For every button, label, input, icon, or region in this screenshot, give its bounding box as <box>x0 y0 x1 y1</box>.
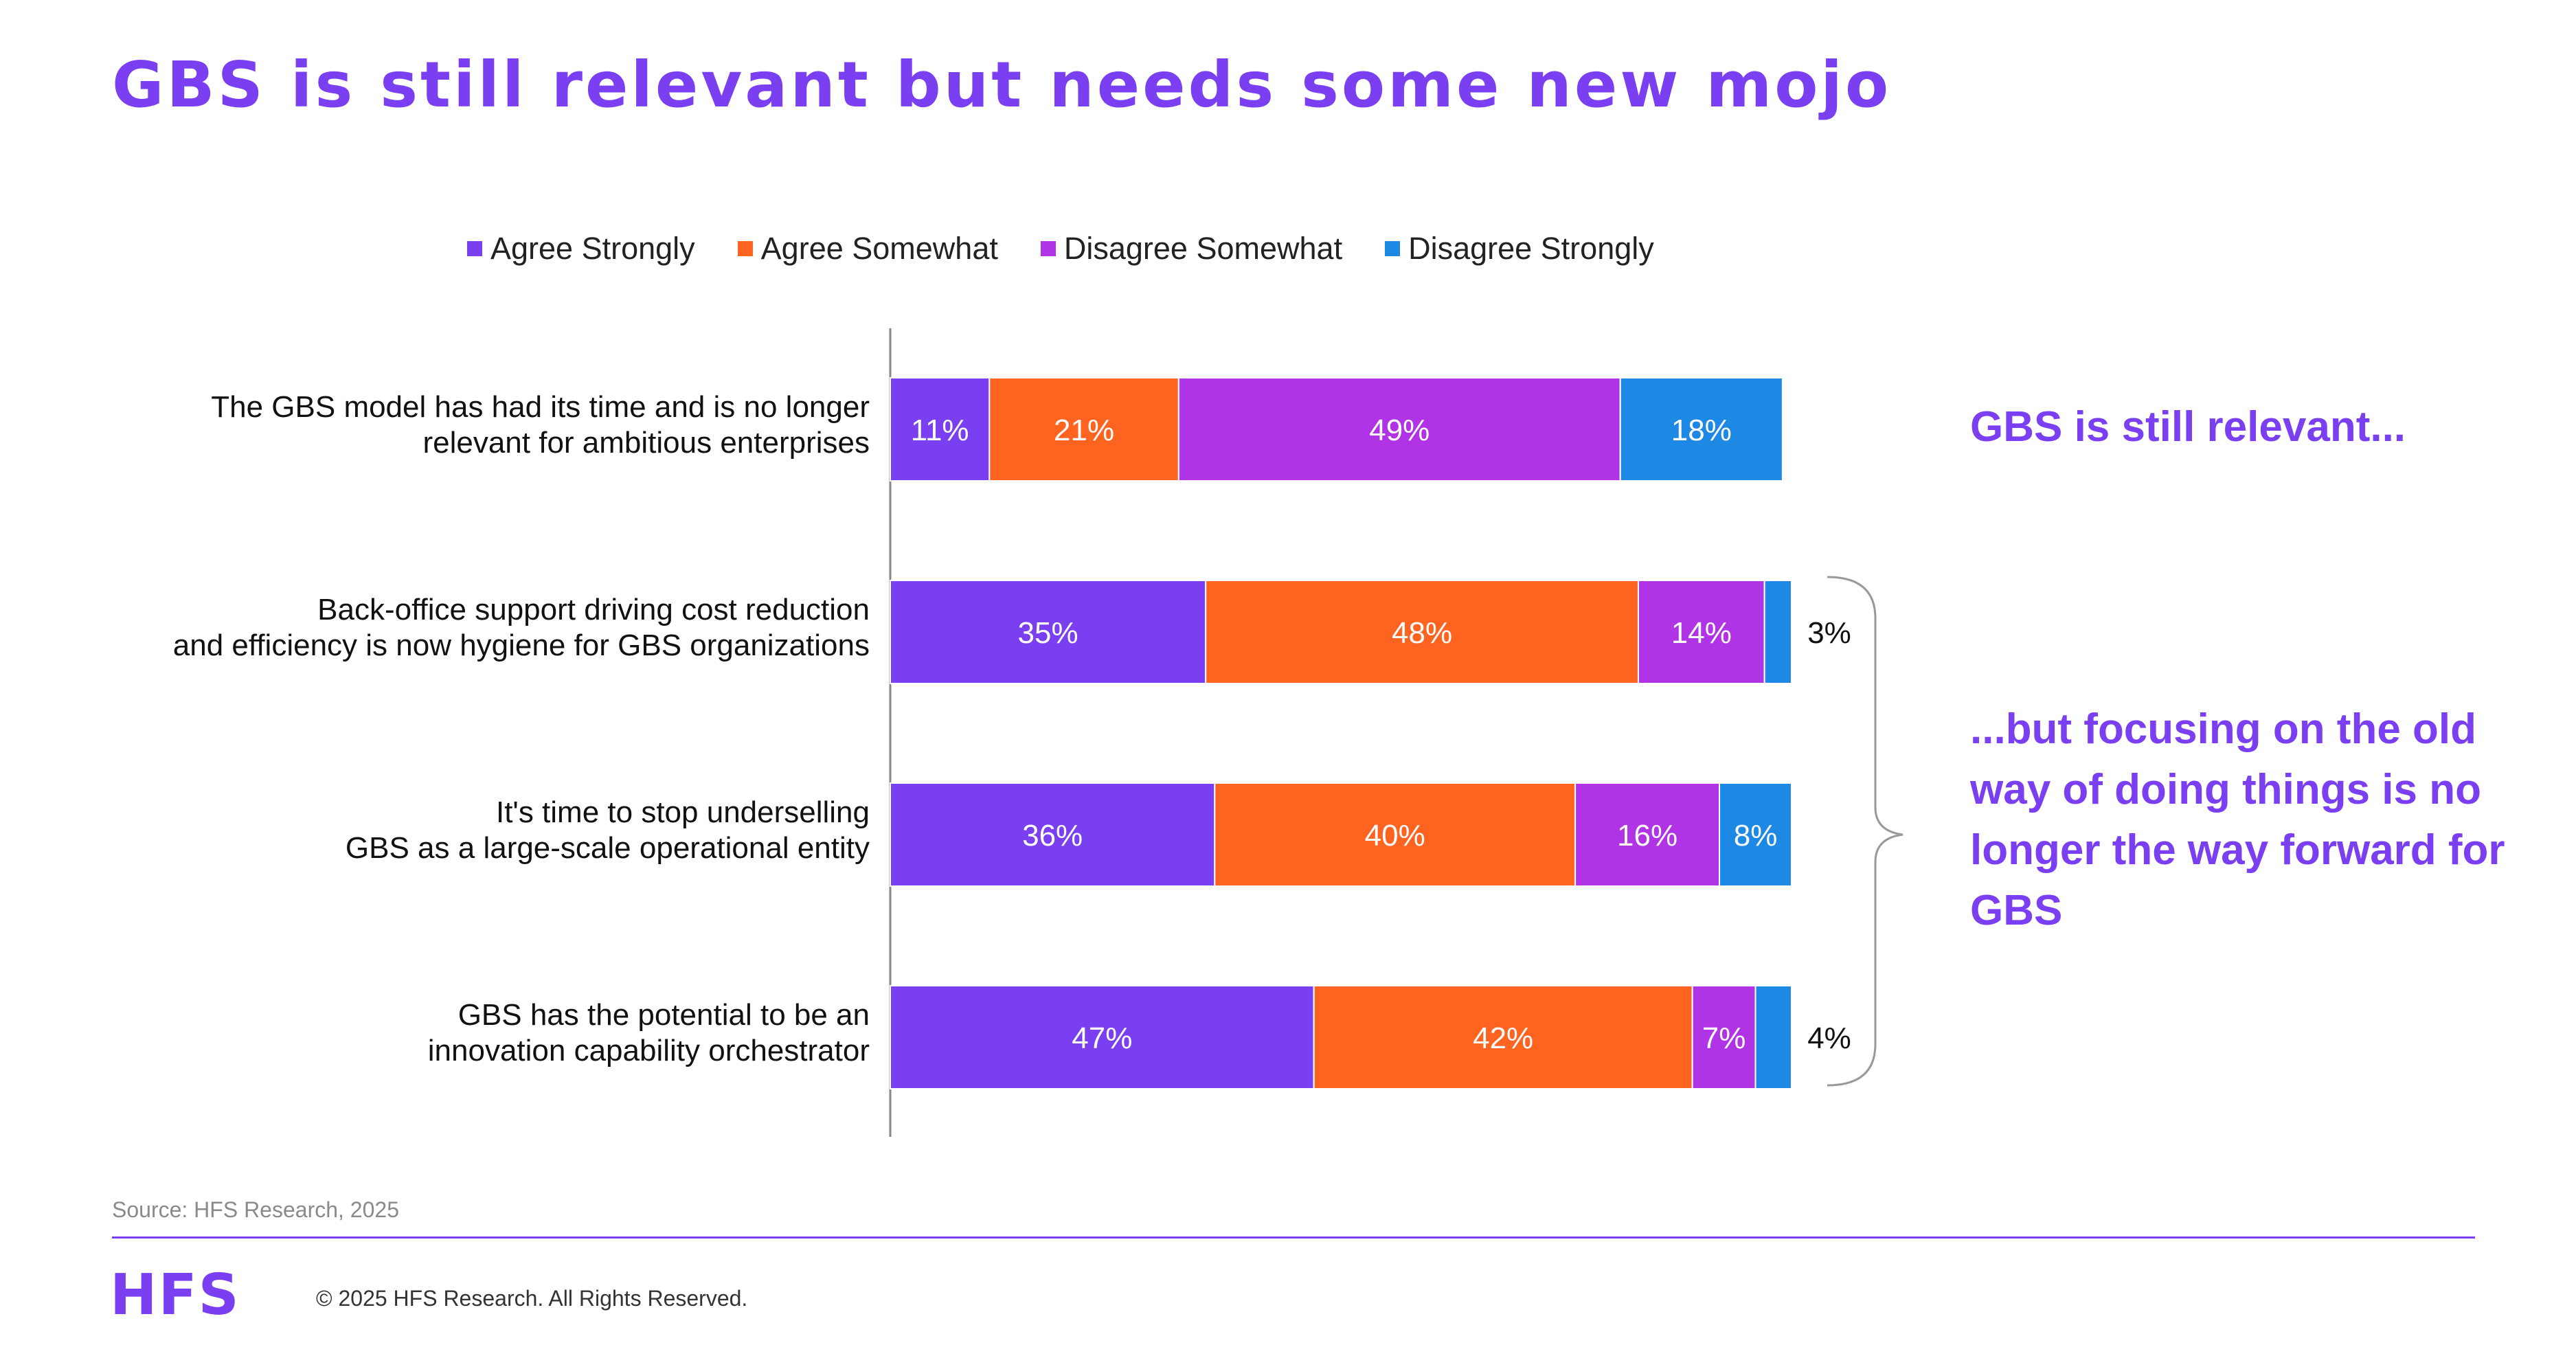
legend-item-disagree-strongly: Disagree Strongly <box>1385 231 1654 267</box>
legend-item-disagree-somewhat: Disagree Somewhat <box>1040 231 1343 267</box>
bar-segment <box>1619 377 1783 482</box>
grouping-brace <box>1827 576 1903 1087</box>
annotation-still-relevant: GBS is still relevant... <box>1970 403 2406 451</box>
data-label: 48% <box>1392 616 1452 650</box>
page-title: GBS is still relevant but needs some new… <box>112 48 1892 122</box>
data-label: 7% <box>1702 1021 1746 1055</box>
legend-label-disagree-strongly: Disagree Strongly <box>1408 231 1654 266</box>
bar-segment <box>1754 985 1793 1089</box>
source-note: Source: HFS Research, 2025 <box>112 1197 399 1222</box>
legend-label-agree-somewhat: Agree Somewhat <box>760 231 998 266</box>
bar-segment <box>1763 580 1792 684</box>
data-label: 21% <box>1054 414 1114 447</box>
data-label: 35% <box>1018 616 1078 650</box>
bar-segment <box>1313 985 1693 1089</box>
legend-swatch-agree-strongly <box>467 241 482 256</box>
legend-item-agree-strongly: Agree Strongly <box>467 231 695 267</box>
category-label: The GBS model has had its time and is no… <box>211 390 870 460</box>
data-label: 14% <box>1671 616 1732 650</box>
footer-divider <box>112 1236 2475 1239</box>
bar-segment <box>1214 782 1577 887</box>
data-label: 47% <box>1072 1021 1132 1055</box>
legend-swatch-agree-somewhat <box>737 241 753 256</box>
annotation-old-way: ...but focusing on the old way of doing … <box>1970 705 2505 934</box>
bar-segment <box>1691 985 1756 1089</box>
bar-segment <box>1205 580 1639 684</box>
category-label: GBS has the potential to be an innovation… <box>428 998 870 1067</box>
legend-item-agree-somewhat: Agree Somewhat <box>737 231 998 267</box>
bar-segment <box>1574 782 1721 887</box>
data-label: 4% <box>1807 1021 1851 1055</box>
bar-segment <box>1177 377 1621 482</box>
chart-legend: Agree Strongly Agree Somewhat Disagree S… <box>467 231 1654 267</box>
data-label: 40% <box>1365 819 1425 852</box>
bar-segment <box>890 377 991 482</box>
data-label: 16% <box>1617 819 1677 852</box>
legend-label-agree-strongly: Agree Strongly <box>490 231 695 266</box>
data-label: 18% <box>1671 414 1732 447</box>
bar-segment <box>890 985 1315 1089</box>
data-label: 49% <box>1369 414 1430 447</box>
hfs-logo: HFS <box>110 1263 240 1328</box>
bar-segment <box>1637 580 1765 684</box>
bar-segment <box>890 782 1216 887</box>
data-label: 36% <box>1022 819 1083 852</box>
data-label: 3% <box>1807 616 1851 650</box>
copyright-text: © 2025 HFS Research. All Rights Reserved… <box>316 1286 748 1311</box>
data-label: 11% <box>911 414 969 447</box>
bar-segment <box>890 580 1207 684</box>
legend-label-disagree-somewhat: Disagree Somewhat <box>1063 231 1343 266</box>
bar-segment <box>1719 782 1793 887</box>
category-label: Back-office support driving cost reducti… <box>173 593 870 662</box>
legend-swatch-disagree-somewhat <box>1040 241 1056 256</box>
legend-swatch-disagree-strongly <box>1385 241 1401 256</box>
data-label: 42% <box>1473 1021 1533 1055</box>
category-label: It's time to stop underselling GBS as a l… <box>346 795 870 865</box>
data-label: 8% <box>1734 819 1778 852</box>
